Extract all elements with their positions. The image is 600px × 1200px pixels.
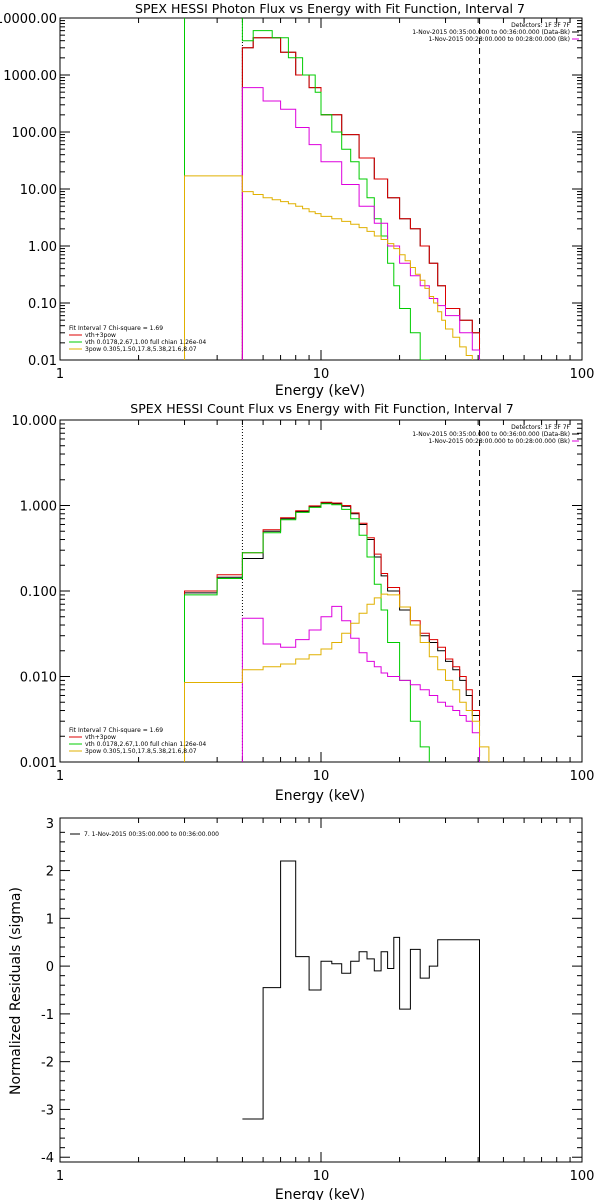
- series-vth-3pow: [184, 501, 480, 762]
- legend-entry: vth 0.0178,2.67,1.00 full chian 1.26e-04: [85, 339, 206, 346]
- count-flux-title: SPEX HESSI Count Flux vs Energy with Fit…: [130, 401, 513, 416]
- info-line: 1-Nov-2015 00:28:00.000 to 00:28:00.000 …: [428, 36, 570, 43]
- series-group: [184, 18, 480, 360]
- y-tick-label: 0.10: [28, 297, 57, 312]
- y-tick-label: 0.100: [20, 585, 57, 600]
- y-tick-label: 1: [46, 912, 54, 927]
- y-tick-label: 1.00: [28, 240, 57, 255]
- y-tick-label: 0.001: [20, 756, 57, 771]
- series-3pow: [184, 593, 490, 762]
- residuals-xlabel: Energy (keV): [275, 1187, 365, 1200]
- series-group: [242, 860, 480, 1162]
- y-tick-label: -2: [41, 1056, 54, 1071]
- x-tick-label: 1: [56, 1169, 64, 1184]
- y-tick-label: 10.000: [12, 414, 58, 429]
- series-vth: [184, 18, 430, 360]
- y-tick-label: 100.00: [12, 126, 58, 141]
- x-tick-label: 1: [56, 367, 64, 382]
- legend-entry: vth 0.0178,2.67,1.00 full chian 1.26e-04: [85, 741, 206, 748]
- y-tick-label: 10000.00: [0, 12, 57, 27]
- series-vth: [184, 503, 430, 762]
- series-3pow: [184, 175, 473, 360]
- x-tick-label: 10: [313, 1169, 330, 1184]
- y-tick-label: 3: [46, 817, 54, 832]
- y-tick-label: 0.01: [28, 354, 57, 369]
- info-line: 1-Nov-2015 00:35:00.000 to 00:36:00.000 …: [412, 431, 570, 438]
- y-tick-label: 0: [46, 960, 54, 975]
- legend-entry: vth+3pow: [85, 332, 116, 339]
- x-tick-label: 10: [313, 769, 330, 784]
- fit-legend: Fit Interval 7 Chi-square = 1.69vth+3pow…: [69, 727, 206, 755]
- count-flux-xlabel: Energy (keV): [275, 788, 365, 804]
- photon-flux-panel: SPEX HESSI Photon Flux vs Energy with Fi…: [0, 1, 594, 399]
- legend-entry: 7. 1-Nov-2015 00:35:00.000 to 00:36:00.0…: [84, 831, 219, 838]
- count-flux-panel: SPEX HESSI Count Flux vs Energy with Fit…: [12, 401, 595, 804]
- series-data: [184, 502, 480, 762]
- residual-legend: 7. 1-Nov-2015 00:35:00.000 to 00:36:00.0…: [70, 831, 219, 838]
- plot-frame: [59, 17, 583, 361]
- y-tick-label: 0.010: [20, 671, 57, 686]
- legend-entry: vth+3pow: [85, 734, 116, 741]
- info-line: Detectors: 1F 3F 7F: [511, 22, 570, 29]
- residuals-ylabel: Normalized Residuals (sigma): [8, 887, 24, 1095]
- y-tick-label: -1: [41, 1008, 54, 1023]
- y-tick-label: 1000.00: [3, 69, 57, 84]
- legend-entry: Fit Interval 7 Chi-square = 1.69: [69, 325, 163, 332]
- series-group: [184, 501, 490, 762]
- y-tick-label: -4: [41, 1151, 54, 1166]
- series-residuals: [242, 860, 480, 1162]
- info-block: Detectors: 1F 3F 7F1-Nov-2015 00:35:00.0…: [412, 424, 579, 445]
- legend-entry: Fit Interval 7 Chi-square = 1.69: [69, 727, 163, 734]
- info-line: 1-Nov-2015 00:35:00.000 to 00:36:00.000 …: [412, 29, 570, 36]
- photon-flux-title: SPEX HESSI Photon Flux vs Energy with Fi…: [135, 1, 525, 16]
- x-tick-label: 100: [570, 1169, 595, 1184]
- legend-entry: 3pow 0.305,1.50,17.8,5.38,21.6,8.07: [85, 748, 197, 755]
- series-pow: [241, 87, 480, 360]
- y-tick-label: 1.000: [20, 500, 57, 515]
- y-tick-label: 10.00: [20, 183, 57, 198]
- photon-flux-xlabel: Energy (keV): [275, 383, 365, 399]
- info-line: Detectors: 1F 3F 7F: [511, 424, 570, 431]
- x-tick-label: 10: [313, 367, 330, 382]
- y-tick-label: 2: [46, 865, 54, 880]
- x-tick-label: 100: [570, 367, 595, 382]
- series-pow: [241, 605, 480, 762]
- fit-legend: Fit Interval 7 Chi-square = 1.69vth+3pow…: [69, 325, 206, 353]
- x-tick-label: 100: [570, 769, 595, 784]
- y-tick-label: -3: [41, 1103, 54, 1118]
- x-tick-label: 1: [56, 769, 64, 784]
- legend-entry: 3pow 0.305,1.50,17.8,5.38,21.6,8.07: [85, 346, 197, 353]
- series-data: [241, 37, 480, 360]
- info-line: 1-Nov-2015 00:28:00.000 to 00:28:00.000 …: [428, 438, 570, 445]
- series-vth-3pow: [241, 37, 480, 360]
- plot-frame: [59, 419, 583, 763]
- info-block: Detectors: 1F 3F 7F1-Nov-2015 00:35:00.0…: [412, 22, 579, 43]
- residuals-panel: Energy (keV) Normalized Residuals (sigma…: [8, 817, 594, 1200]
